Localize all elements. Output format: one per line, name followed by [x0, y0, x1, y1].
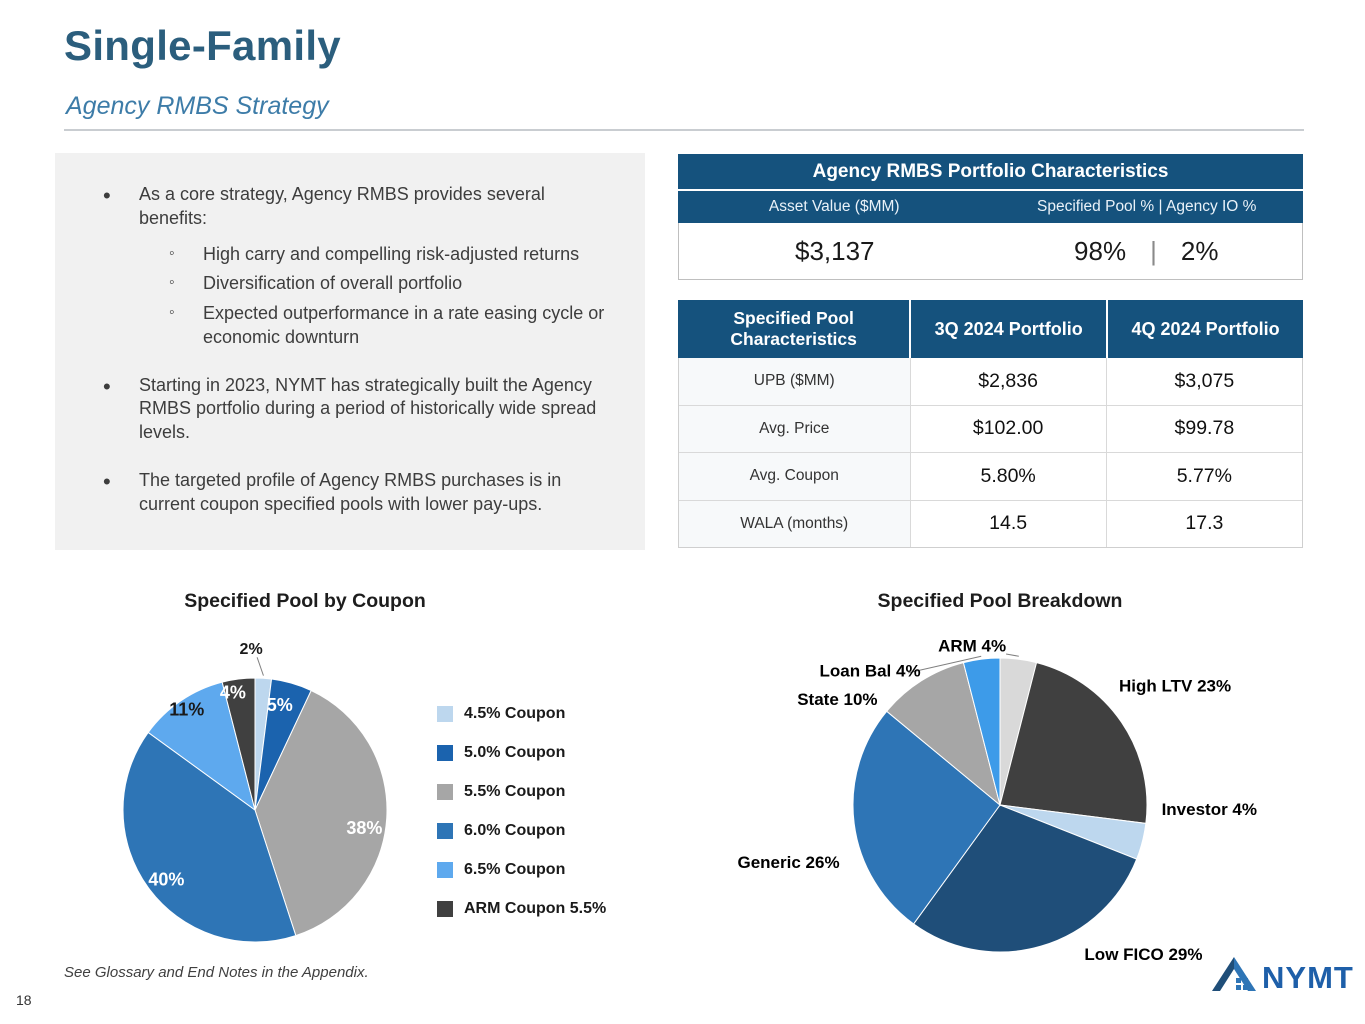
legend-item: 6.0% Coupon	[437, 822, 606, 840]
legend-label: 5.5% Coupon	[464, 783, 566, 800]
pool-table-header-label: Specified Pool Characteristics	[730, 308, 857, 349]
benefits-sublist: High carry and compelling risk-adjusted …	[169, 243, 615, 350]
row-3q-value: 14.5	[909, 500, 1106, 547]
row-4q-value: 17.3	[1105, 500, 1302, 547]
page-number: 18	[16, 992, 32, 1008]
bullet-target-profile: The targeted profile of Agency RMBS purc…	[103, 467, 615, 517]
legend-swatch-icon	[437, 706, 453, 722]
pie-label: Low FICO 29%	[1084, 945, 1202, 964]
agency-io-pct: 2%	[1180, 235, 1219, 266]
pie-label: 40%	[148, 869, 184, 889]
legend-label: 5.0% Coupon	[464, 744, 566, 761]
legend-item: 5.0% Coupon	[437, 744, 606, 762]
pie-leader-line	[1005, 653, 1019, 657]
asset-value-cell: $3,137	[794, 235, 875, 266]
sub-bullet-outperformance: Expected outperformance in a rate easing…	[169, 302, 615, 350]
row-label: UPB ($MM)	[679, 358, 910, 405]
bullet-core-strategy: As a core strategy, Agency RMBS provides…	[103, 181, 615, 231]
row-label: WALA (months)	[679, 500, 910, 547]
legend-item: ARM Coupon 5.5%	[437, 900, 606, 918]
pool-table-header-4q: 4Q 2024 Portfolio	[1106, 300, 1303, 358]
specified-pool-header: Specified Pool % | Agency IO %	[1037, 198, 1257, 215]
legend-swatch-icon	[437, 862, 453, 878]
pie-slice-5-5-coupon	[254, 689, 388, 937]
logo-roof-icon	[1212, 957, 1256, 991]
row-3q-value: $102.00	[909, 405, 1106, 452]
pie-label: Generic 26%	[737, 853, 839, 872]
portfolio-table-data-row: $3,137 98% | 2%	[678, 223, 1303, 280]
pie-slice-6-5-coupon	[147, 681, 256, 812]
legend-item: 5.5% Coupon	[437, 783, 606, 801]
pie-label: 5%	[267, 695, 293, 715]
pie-label: Investor 4%	[1162, 800, 1257, 819]
specified-pool-cell: 98% | 2%	[991, 236, 1303, 267]
pie-label: High LTV 23%	[1119, 677, 1231, 696]
portfolio-characteristics-table: Agency RMBS Portfolio Characteristics As…	[678, 154, 1303, 280]
logo-text: NYMT	[1262, 960, 1354, 995]
specified-pool-pct: 98%	[1074, 235, 1127, 266]
pie-slice-high-ltv	[999, 662, 1148, 824]
coupon-chart-title: Specified Pool by Coupon	[184, 590, 426, 612]
pool-table-body: UPB ($MM) $2,836 $3,075 Avg. Price $102.…	[678, 358, 1303, 548]
table-row-wala: WALA (months) 14.5 17.3	[679, 500, 1302, 547]
pool-table-header-3q: 3Q 2024 Portfolio	[909, 300, 1106, 358]
pie-label: 4%	[220, 683, 246, 703]
sub-bullet-carry: High carry and compelling risk-adjusted …	[169, 243, 615, 267]
legend-swatch-icon	[437, 784, 453, 800]
breakdown-pie-chart: ARM 4% High LTV 23% Investor 4% Low FICO 29…	[737, 637, 1257, 965]
specified-pool-table: Specified Pool Characteristics 3Q 2024 P…	[678, 300, 1303, 548]
pie-slice-loan-bal	[962, 657, 1001, 806]
portfolio-table-header-row: Asset Value ($MM) Specified Pool % | Age…	[678, 191, 1303, 223]
legend-swatch-icon	[437, 823, 453, 839]
legend-label: 6.5% Coupon	[464, 861, 566, 878]
pie-label: 38%	[346, 818, 382, 838]
pie-label: Loan Bal 4%	[820, 661, 921, 680]
row-3q-value: $2,836	[909, 358, 1106, 405]
table-row-upb: UPB ($MM) $2,836 $3,075	[679, 358, 1302, 406]
coupon-pie-chart: 2% 5% 38% 40% 11% 4%	[122, 641, 388, 943]
row-label: Avg. Price	[679, 405, 910, 452]
pie-slice-arm-coupon-5-5-	[221, 677, 256, 811]
pie-label: State 10%	[797, 690, 877, 709]
pie-leader-line	[256, 657, 264, 676]
strategy-bullet-panel: As a core strategy, Agency RMBS provides…	[55, 153, 645, 550]
legend-label: 4.5% Coupon	[464, 705, 566, 722]
legend-item: 4.5% Coupon	[437, 705, 606, 723]
pie-label: ARM 4%	[938, 637, 1006, 656]
company-logo: NYMT	[1210, 955, 1354, 993]
sub-bullet-diversification: Diversification of overall portfolio	[169, 272, 615, 296]
portfolio-table-title: Agency RMBS Portfolio Characteristics	[678, 154, 1303, 191]
page-title: Single-Family	[64, 22, 341, 69]
pie-slice-6-0-coupon	[122, 731, 297, 943]
pie-label: 2%	[240, 641, 263, 658]
pie-leader-line	[907, 655, 982, 674]
legend-swatch-icon	[437, 901, 453, 917]
pie-slice-low-fico	[912, 804, 1138, 953]
legend-item: 6.5% Coupon	[437, 861, 606, 879]
row-3q-value: 5.80%	[909, 453, 1106, 500]
value-separator: |	[1150, 235, 1157, 266]
legend-label: ARM Coupon 5.5%	[464, 900, 607, 917]
pie-slice-generic	[852, 710, 1001, 925]
header-divider	[64, 129, 1304, 131]
row-4q-value: $3,075	[1105, 358, 1302, 405]
pie-slice-state	[886, 662, 1001, 807]
asset-value-header: Asset Value ($MM)	[768, 198, 900, 215]
table-row-avg-price: Avg. Price $102.00 $99.78	[679, 405, 1302, 453]
bullet-2023-build: Starting in 2023, NYMT has strategically…	[103, 371, 615, 445]
breakdown-chart-title: Specified Pool Breakdown	[877, 590, 1123, 612]
legend-label: 6.0% Coupon	[464, 822, 566, 839]
pool-table-header-row: Specified Pool Characteristics 3Q 2024 P…	[678, 300, 1303, 358]
row-label: Avg. Coupon	[679, 453, 910, 500]
pie-label: 11%	[169, 700, 204, 720]
row-4q-value: $99.78	[1105, 405, 1302, 452]
coupon-chart-legend: 4.5% Coupon 5.0% Coupon 5.5% Coupon 6.0% Co…	[437, 705, 606, 939]
footnote: See Glossary and End Notes in the Append…	[64, 964, 369, 981]
page-subtitle: Agency RMBS Strategy	[66, 92, 329, 120]
table-row-avg-coupon: Avg. Coupon 5.80% 5.77%	[679, 453, 1302, 501]
row-4q-value: 5.77%	[1105, 453, 1302, 500]
legend-swatch-icon	[437, 745, 453, 761]
